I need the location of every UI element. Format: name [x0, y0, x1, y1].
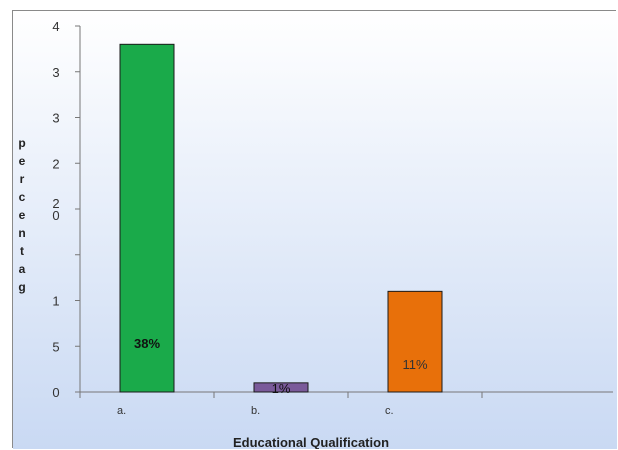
x-axis-label: Educational Qualification [233, 435, 389, 449]
y-label-char: e [19, 208, 26, 222]
category-label: a. [117, 405, 126, 417]
y-label-char: a [19, 262, 26, 276]
y-tick-label: 5 [52, 339, 59, 354]
data-label: 1% [272, 381, 291, 396]
data-label: 11% [402, 357, 427, 372]
y-tick-label: 3 [52, 65, 59, 80]
y-label-char: p [18, 136, 25, 150]
data-label: 38% [134, 336, 160, 351]
y-label-char: t [20, 244, 24, 258]
y-label-char: r [20, 172, 25, 186]
y-tick-label: 4 [52, 19, 59, 34]
y-label-char: e [19, 154, 26, 168]
y-tick-label: 1 [52, 294, 59, 309]
plot-area [13, 11, 617, 449]
category-label: b. [251, 405, 260, 417]
y-label-char: g [18, 280, 25, 294]
bar-c [388, 291, 442, 392]
y-label-char: n [18, 226, 25, 240]
y-label-char: c [19, 190, 26, 204]
y-tick-label: 2 [52, 156, 59, 171]
y-tick-label: 0 [52, 385, 59, 400]
bar-chart: 0 5 1 2 0 2 3 3 4 38% a. 1% b. 11% c. Educational Qua… [13, 11, 617, 449]
category-label: c. [385, 405, 394, 417]
y-tick-label: 3 [52, 111, 59, 126]
